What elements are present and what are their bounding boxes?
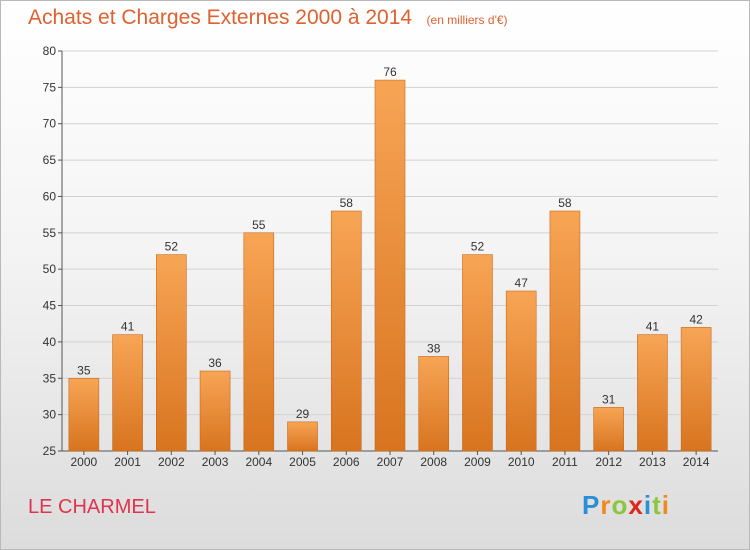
bar xyxy=(418,356,450,452)
bar xyxy=(549,210,581,452)
bar xyxy=(637,334,668,452)
x-tick-label: 2011 xyxy=(552,455,578,469)
x-tick-label: 2004 xyxy=(245,455,272,469)
bar xyxy=(68,377,100,452)
bar xyxy=(505,290,537,452)
data-label: 42 xyxy=(689,312,703,326)
data-label: 55 xyxy=(252,218,266,232)
chart-title: Achats et Charges Externes 2000 à 2014 xyxy=(28,6,413,29)
y-tick-label: 75 xyxy=(43,80,57,94)
data-label: 52 xyxy=(165,240,179,254)
logo-letter: P xyxy=(582,490,601,520)
data-labels: 35 41 52 36 55 29 58 76 38 52 47 58 31 41 42 xyxy=(77,65,703,421)
y-tick-label: 35 xyxy=(43,371,57,385)
x-tick-label: 2005 xyxy=(289,455,316,469)
x-tick-label: 2008 xyxy=(420,455,447,469)
y-tick-labels: 25 30 35 40 45 50 55 60 65 70 75 80 xyxy=(43,44,57,458)
y-tick-label: 25 xyxy=(43,444,57,458)
data-label: 29 xyxy=(296,407,310,421)
chart-subtitle: (en milliers d'€) xyxy=(426,13,508,27)
x-tick-label: 2001 xyxy=(114,455,141,469)
logo-letter: t xyxy=(652,490,662,520)
data-label: 41 xyxy=(646,320,660,334)
chart-title-block: Achats et Charges Externes 2000 à 2014 (… xyxy=(28,6,508,30)
logo-letter: r xyxy=(600,490,612,520)
x-tick-labels: 2000 2001 2002 2003 2004 2005 2006 2007 2008 2009… xyxy=(71,451,710,469)
data-label: 52 xyxy=(471,240,485,254)
bar xyxy=(156,254,187,452)
data-label: 58 xyxy=(340,196,354,210)
bar xyxy=(680,327,712,452)
logo-letter: i xyxy=(643,490,653,520)
commune-name: LE CHARMEL xyxy=(28,496,156,518)
data-label: 36 xyxy=(208,356,222,370)
y-tick-label: 60 xyxy=(43,189,57,203)
y-tick-label: 45 xyxy=(43,299,57,313)
y-tick-label: 50 xyxy=(43,262,57,276)
bar xyxy=(330,210,362,452)
x-tick-label: 2014 xyxy=(683,455,710,469)
x-tick-label: 2010 xyxy=(508,455,535,469)
y-tick-label: 55 xyxy=(43,226,57,240)
y-tick-label: 65 xyxy=(43,153,57,167)
data-label: 76 xyxy=(383,65,397,79)
data-label: 31 xyxy=(602,392,616,406)
x-tick-label: 2013 xyxy=(639,455,666,469)
proxiti-logo: Proxiti xyxy=(582,490,670,521)
x-tick-label: 2000 xyxy=(71,455,98,469)
data-label: 47 xyxy=(515,276,529,290)
x-tick-label: 2007 xyxy=(377,455,404,469)
logo-letter: o xyxy=(611,490,629,520)
data-label: 58 xyxy=(558,196,572,210)
y-tick-label: 70 xyxy=(43,117,57,131)
x-tick-label: 2002 xyxy=(158,455,185,469)
y-tick-label: 40 xyxy=(43,335,57,349)
bar xyxy=(199,370,231,452)
logo-letter: x xyxy=(628,490,644,520)
bars xyxy=(68,79,712,452)
bar xyxy=(462,254,493,452)
bar xyxy=(112,334,143,452)
data-label: 38 xyxy=(427,341,441,355)
bar xyxy=(287,421,318,452)
y-tick-label: 30 xyxy=(43,408,57,422)
data-label: 35 xyxy=(77,363,91,377)
x-tick-label: 2012 xyxy=(595,455,622,469)
bar xyxy=(243,232,275,452)
x-tick-label: 2003 xyxy=(202,455,229,469)
logo-letter: i xyxy=(661,490,670,520)
x-tick-label: 2009 xyxy=(464,455,491,469)
data-label: 41 xyxy=(121,320,135,334)
bar xyxy=(593,407,624,452)
x-tick-label: 2006 xyxy=(333,455,360,469)
y-tick-label: 80 xyxy=(43,44,57,58)
bar xyxy=(374,79,406,452)
